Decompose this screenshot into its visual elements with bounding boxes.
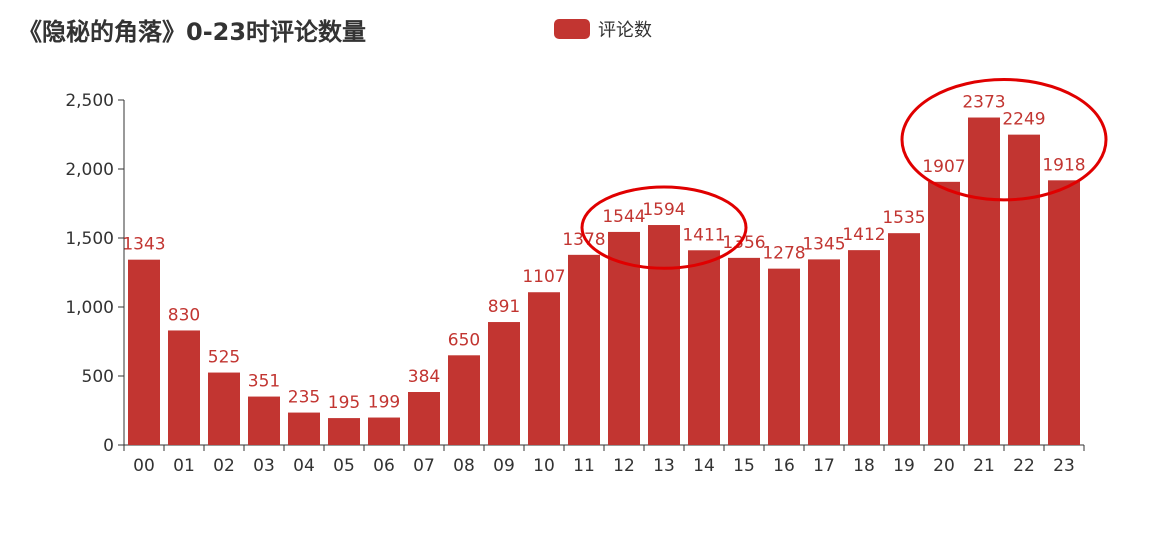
bar-value-label: 1907 <box>922 157 965 177</box>
bar-value-label: 199 <box>368 393 400 413</box>
bar <box>528 292 560 445</box>
x-tick-label: 22 <box>1013 456 1035 476</box>
x-tick-label: 01 <box>173 456 195 476</box>
bar-value-label: 891 <box>488 297 520 317</box>
legend-swatch <box>554 19 590 39</box>
x-tick-label: 10 <box>533 456 555 476</box>
bar-value-label: 650 <box>448 330 480 350</box>
x-tick-label: 18 <box>853 456 875 476</box>
bar-value-label: 1412 <box>842 225 885 245</box>
bar <box>208 372 240 445</box>
bar-value-label: 235 <box>288 388 320 408</box>
bar-value-label: 1411 <box>682 225 725 245</box>
annotation-ellipse <box>580 185 748 270</box>
x-tick-label: 20 <box>933 456 955 476</box>
bar <box>808 259 840 445</box>
bar <box>768 268 800 445</box>
x-tick-label: 13 <box>653 456 675 476</box>
bar-value-label: 195 <box>328 393 360 413</box>
bar <box>128 259 160 445</box>
legend-label: 评论数 <box>598 20 652 41</box>
x-tick-label: 08 <box>453 456 475 476</box>
bar-value-label: 384 <box>408 367 440 387</box>
bar <box>1048 180 1080 446</box>
bar <box>928 181 960 446</box>
bar <box>688 250 720 445</box>
x-tick-label: 12 <box>613 456 635 476</box>
bar-value-label: 1544 <box>602 207 645 227</box>
bar <box>408 392 440 445</box>
x-tick-label: 23 <box>1053 456 1075 476</box>
bar-value-label: 1107 <box>522 267 565 287</box>
x-tick-label: 02 <box>213 456 235 476</box>
bar-value-label: 2373 <box>962 93 1005 113</box>
bar <box>648 225 680 445</box>
legend[interactable]: 评论数 <box>554 16 652 42</box>
bar <box>728 257 760 445</box>
bar-value-label: 830 <box>168 305 200 325</box>
bar <box>1008 134 1040 445</box>
bar-value-label: 1343 <box>122 235 165 255</box>
bar-value-label: 1594 <box>642 200 685 220</box>
bar <box>488 322 520 445</box>
chart-title: 《隐秘的角落》0-23时评论数量 <box>18 18 367 46</box>
x-tick-label: 04 <box>293 456 315 476</box>
bar <box>888 233 920 445</box>
x-tick-label: 03 <box>253 456 275 476</box>
x-tick-label: 14 <box>693 456 715 476</box>
x-tick-label: 16 <box>773 456 795 476</box>
bar-value-label: 1345 <box>802 234 845 254</box>
x-tick-label: 07 <box>413 456 435 476</box>
x-tick-label: 17 <box>813 456 835 476</box>
bar <box>568 254 600 445</box>
x-tick-label: 11 <box>573 456 595 476</box>
bar-value-label: 2249 <box>1002 110 1045 130</box>
bar <box>448 355 480 445</box>
bar <box>288 412 320 445</box>
x-tick-label: 21 <box>973 456 995 476</box>
bar-value-label: 1535 <box>882 208 925 228</box>
bar <box>848 250 880 445</box>
y-tick-label: 1,000 <box>65 298 114 318</box>
bar-value-label: 525 <box>208 348 240 368</box>
bar-value-label: 351 <box>248 372 280 392</box>
bar-value-label: 1918 <box>1042 155 1085 175</box>
y-tick-label: 1,500 <box>65 229 114 249</box>
x-tick-label: 06 <box>373 456 395 476</box>
bar <box>248 396 280 445</box>
x-tick-label: 00 <box>133 456 155 476</box>
y-tick-label: 2,000 <box>65 160 114 180</box>
bar-value-label: 1278 <box>762 244 805 264</box>
y-tick-label: 0 <box>103 436 114 456</box>
y-tick-label: 2,500 <box>65 91 114 111</box>
bar <box>368 417 400 445</box>
x-tick-label: 05 <box>333 456 355 476</box>
x-tick-label: 19 <box>893 456 915 476</box>
y-tick-label: 500 <box>82 367 114 387</box>
annotation-ellipse <box>900 78 1108 202</box>
bar <box>968 117 1000 445</box>
bar <box>608 231 640 445</box>
x-tick-label: 09 <box>493 456 515 476</box>
bar <box>328 418 360 445</box>
bar <box>168 330 200 445</box>
x-tick-label: 15 <box>733 456 755 476</box>
